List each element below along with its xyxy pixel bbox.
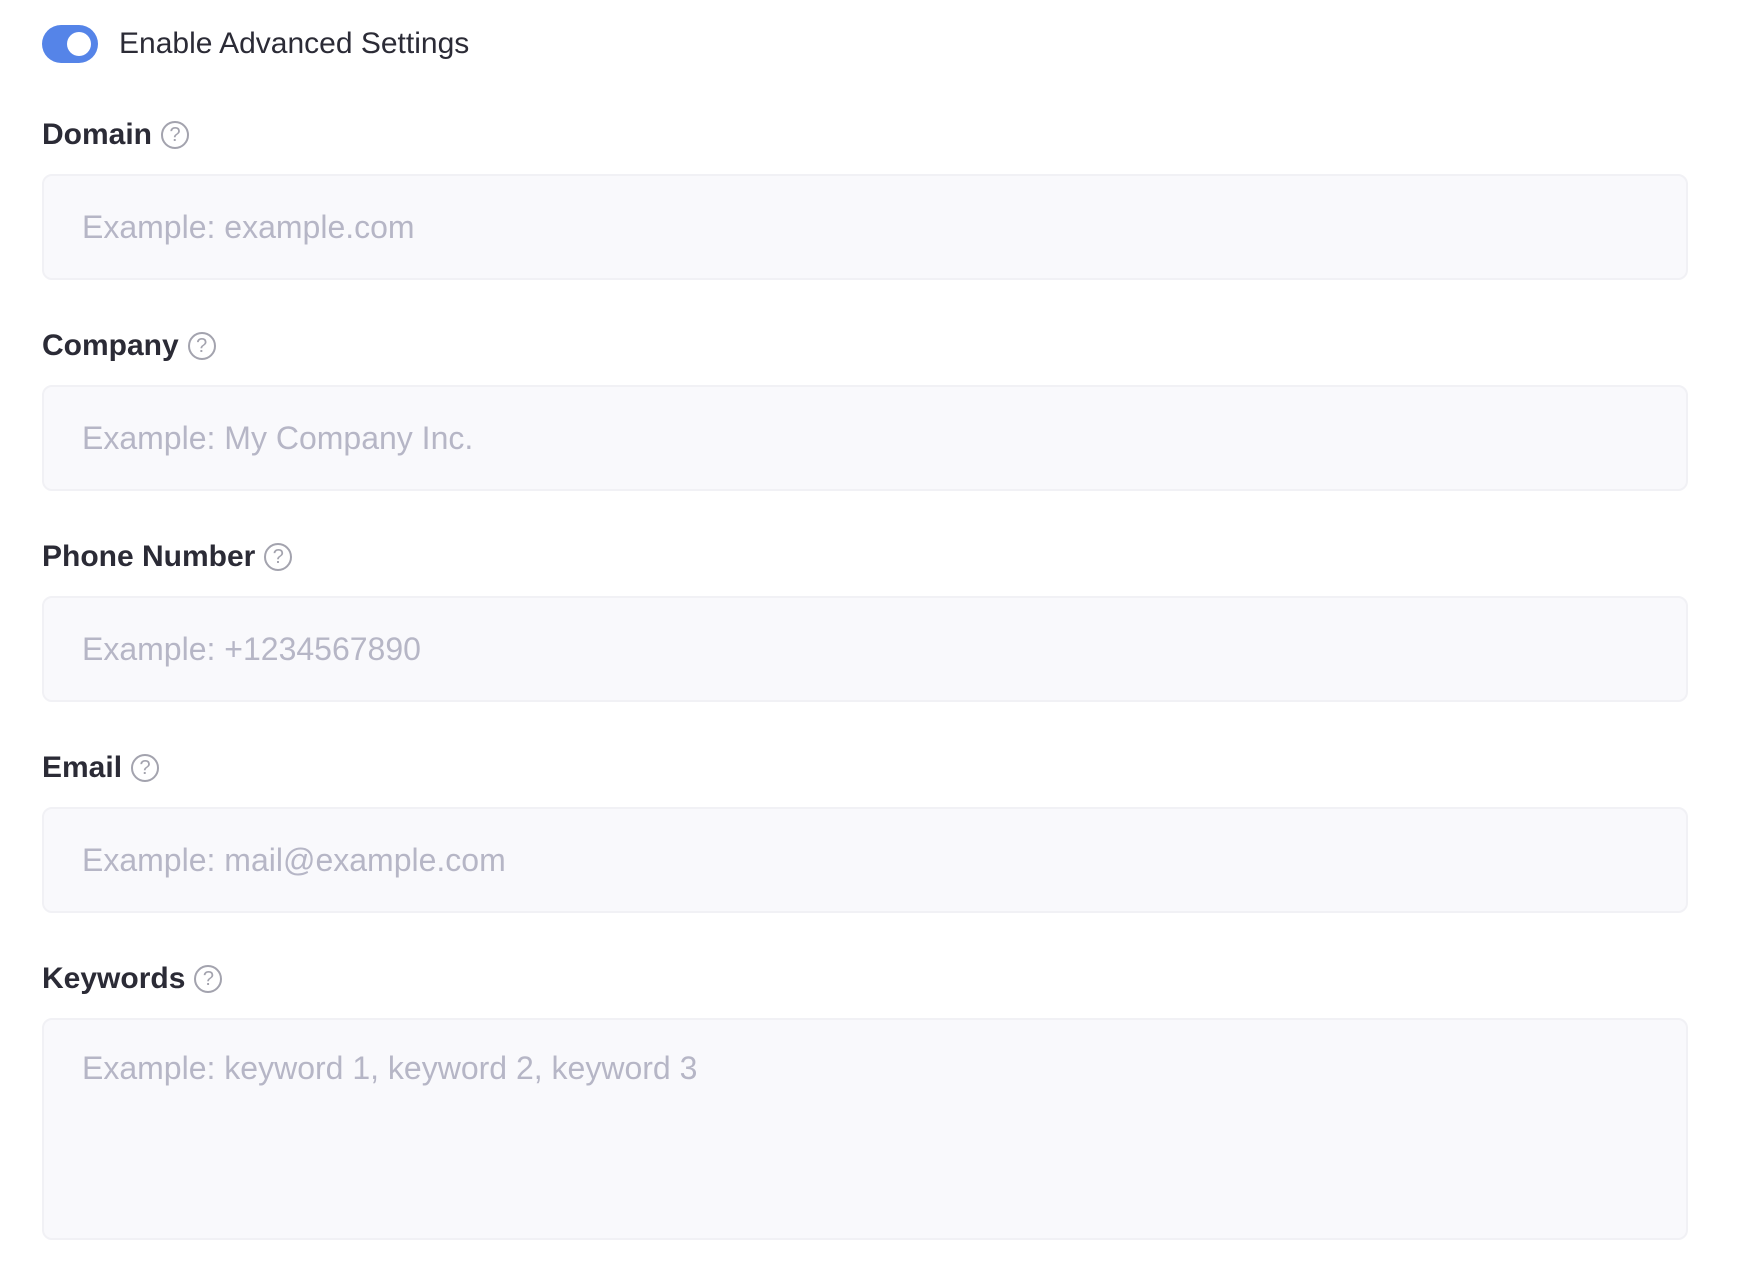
keywords-label: Keywords	[42, 962, 186, 995]
advanced-settings-toggle-row: Enable Advanced Settings	[42, 25, 469, 63]
question-circle-icon[interactable]: ?	[161, 121, 190, 149]
advanced-settings-toggle[interactable]	[42, 25, 98, 63]
toggle-label: Enable Advanced Settings	[119, 27, 470, 60]
email-field: Email?	[42, 748, 1688, 913]
company-field: Company?	[42, 326, 1688, 491]
domain-input[interactable]	[42, 174, 1688, 280]
domain-label: Domain	[42, 118, 153, 151]
phone-number-input[interactable]	[42, 596, 1688, 702]
question-circle-icon[interactable]: ?	[131, 754, 160, 782]
keywords-field: Keywords?	[42, 959, 1688, 1240]
phone-number-label: Phone Number	[42, 540, 256, 573]
question-circle-icon[interactable]: ?	[264, 543, 293, 571]
domain-field: Domain?	[42, 115, 1688, 280]
email-input[interactable]	[42, 807, 1688, 913]
company-input[interactable]	[42, 385, 1688, 491]
question-circle-icon[interactable]: ?	[187, 332, 216, 360]
email-label: Email	[42, 751, 123, 784]
question-circle-icon[interactable]: ?	[194, 965, 223, 993]
toggle-knob	[67, 32, 91, 56]
phone-number-field: Phone Number?	[42, 537, 1688, 702]
keywords-textarea[interactable]	[42, 1018, 1688, 1240]
company-label: Company	[42, 329, 179, 362]
